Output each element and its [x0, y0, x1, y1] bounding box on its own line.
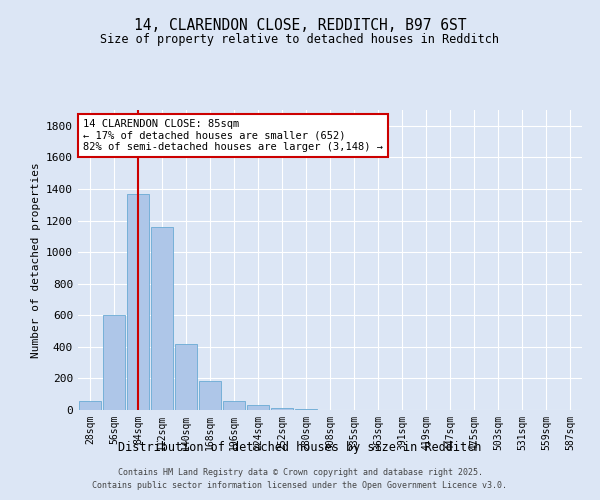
Text: 14, CLARENDON CLOSE, REDDITCH, B97 6ST: 14, CLARENDON CLOSE, REDDITCH, B97 6ST: [134, 18, 466, 32]
Bar: [127, 194, 149, 410]
Text: Size of property relative to detached houses in Redditch: Size of property relative to detached ho…: [101, 32, 499, 46]
Text: Distribution of detached houses by size in Redditch: Distribution of detached houses by size …: [118, 441, 482, 454]
Bar: [199, 381, 221, 410]
Bar: [151, 227, 173, 410]
Bar: [295, 409, 317, 410]
Bar: [271, 408, 293, 410]
Text: 14 CLARENDON CLOSE: 85sqm
← 17% of detached houses are smaller (652)
82% of semi: 14 CLARENDON CLOSE: 85sqm ← 17% of detac…: [83, 119, 383, 152]
Bar: [103, 316, 125, 410]
Bar: [223, 400, 245, 410]
Bar: [247, 406, 269, 410]
Bar: [79, 400, 101, 410]
Bar: [175, 344, 197, 410]
Y-axis label: Number of detached properties: Number of detached properties: [31, 162, 41, 358]
Text: Contains public sector information licensed under the Open Government Licence v3: Contains public sector information licen…: [92, 482, 508, 490]
Text: Contains HM Land Registry data © Crown copyright and database right 2025.: Contains HM Land Registry data © Crown c…: [118, 468, 482, 477]
